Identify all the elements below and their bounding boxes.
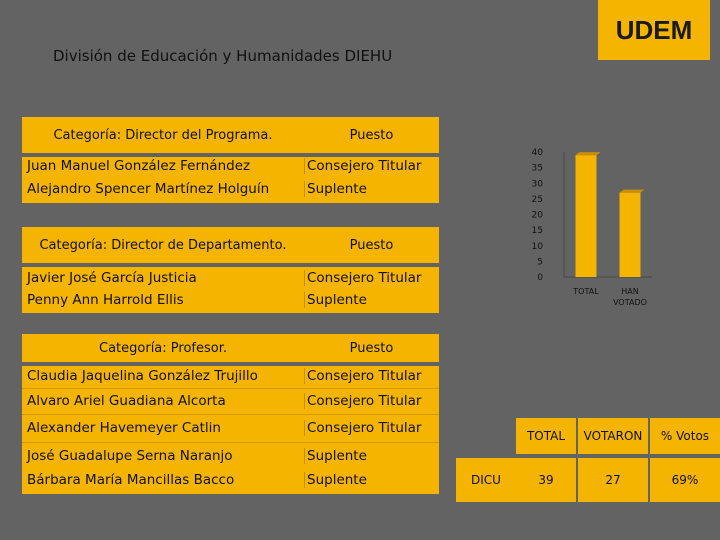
- person-name: Javier José García Justicia: [27, 270, 197, 286]
- person-name: Alejandro Spencer Martínez Holguín: [27, 181, 270, 197]
- stat-value-percent: 69%: [650, 458, 720, 502]
- person-name: Penny Ann Harrold Ellis: [27, 292, 184, 308]
- person-name: José Guadalupe Serna Naranjo: [27, 448, 233, 464]
- person-role: Suplente: [304, 292, 439, 308]
- category-header: Categoría: Director de Departamento.: [39, 237, 287, 253]
- person-role: Suplente: [304, 472, 439, 488]
- person-role: Suplente: [304, 448, 439, 464]
- stat-value-votaron: 27: [578, 458, 648, 502]
- person-name: Bárbara María Mancillas Bacco: [27, 472, 235, 488]
- table-row: Claudia Jaquelina González Trujillo Cons…: [22, 368, 439, 384]
- category-header: Categoría: Director del Programa.: [53, 127, 273, 143]
- y-tick-label: 15: [532, 226, 543, 236]
- y-tick-label: 20: [532, 211, 544, 221]
- person-role: Suplente: [304, 181, 439, 197]
- person-name: Alexander Havemeyer Catlin: [27, 420, 221, 436]
- chart-bars: [575, 152, 645, 277]
- person-role: Consejero Titular: [304, 393, 439, 409]
- puesto-header: Puesto: [349, 127, 394, 143]
- page-title: División de Educación y Humanidades DIEH…: [53, 47, 393, 65]
- bar-top: [619, 189, 645, 193]
- table-row: Javier José García Justicia Consejero Ti…: [22, 270, 439, 286]
- x-category-labels: TOTAL HAN VOTADO: [572, 287, 647, 307]
- dicu-label: DICU: [456, 458, 516, 502]
- person-name: Claudia Jaquelina González Trujillo: [27, 368, 258, 384]
- table-row: Alejandro Spencer Martínez Holguín Suple…: [22, 181, 439, 197]
- y-tick-label: 25: [532, 195, 543, 205]
- category-header: Categoría: Profesor.: [99, 340, 227, 356]
- person-role: Consejero Titular: [304, 420, 439, 436]
- x-category-label: TOTAL: [572, 287, 599, 296]
- bar-top: [575, 152, 601, 156]
- table-row: Alexander Havemeyer Catlin Consejero Tit…: [22, 420, 439, 436]
- votes-bar-chart: 0 5 10 15 20 25 30 35 40 TOTAL HAN VOTADO: [532, 148, 652, 307]
- stat-header-total: TOTAL: [516, 418, 576, 454]
- puesto-header: Puesto: [349, 340, 394, 356]
- puesto-header: Puesto: [349, 237, 394, 253]
- stat-value-total: 39: [516, 458, 576, 502]
- table-row: Bárbara María Mancillas Bacco Suplente: [22, 472, 439, 488]
- udem-logo: UDEM: [598, 0, 710, 60]
- y-tick-label: 35: [532, 164, 543, 174]
- table-header: Categoría: Profesor. Puesto: [22, 334, 439, 362]
- table-row: Juan Manuel González Fernández Consejero…: [22, 158, 439, 174]
- stat-header-votaron: VOTARON: [578, 418, 648, 454]
- director-programa-table: Categoría: Director del Programa. Puesto…: [22, 117, 439, 203]
- x-category-label: VOTADO: [613, 298, 647, 307]
- person-role: Consejero Titular: [304, 368, 439, 384]
- x-category-label: HAN: [621, 287, 638, 296]
- bar: [619, 192, 641, 277]
- table-header: Categoría: Director de Departamento. Pue…: [22, 227, 439, 263]
- person-name: Juan Manuel González Fernández: [27, 158, 251, 174]
- y-tick-label: 0: [537, 273, 543, 283]
- table-row: Alvaro Ariel Guadiana Alcorta Consejero …: [22, 393, 439, 409]
- table-header: Categoría: Director del Programa. Puesto: [22, 117, 439, 153]
- director-departamento-table: Categoría: Director de Departamento. Pue…: [22, 227, 439, 313]
- y-tick-label: 5: [537, 257, 543, 267]
- person-name: Alvaro Ariel Guadiana Alcorta: [27, 393, 226, 409]
- y-tick-label: 30: [532, 179, 544, 189]
- bar: [575, 155, 597, 277]
- table-row: Penny Ann Harrold Ellis Suplente: [22, 292, 439, 308]
- stat-header-percent: % Votos: [650, 418, 720, 454]
- y-tick-labels: 0 5 10 15 20 25 30 35 40: [532, 148, 544, 283]
- person-role: Consejero Titular: [304, 270, 439, 286]
- table-row: José Guadalupe Serna Naranjo Suplente: [22, 448, 439, 464]
- y-tick-label: 40: [532, 148, 544, 158]
- y-tick-label: 10: [532, 242, 544, 252]
- person-role: Consejero Titular: [304, 158, 439, 174]
- profesor-table: Categoría: Profesor. Puesto Claudia Jaqu…: [22, 334, 439, 494]
